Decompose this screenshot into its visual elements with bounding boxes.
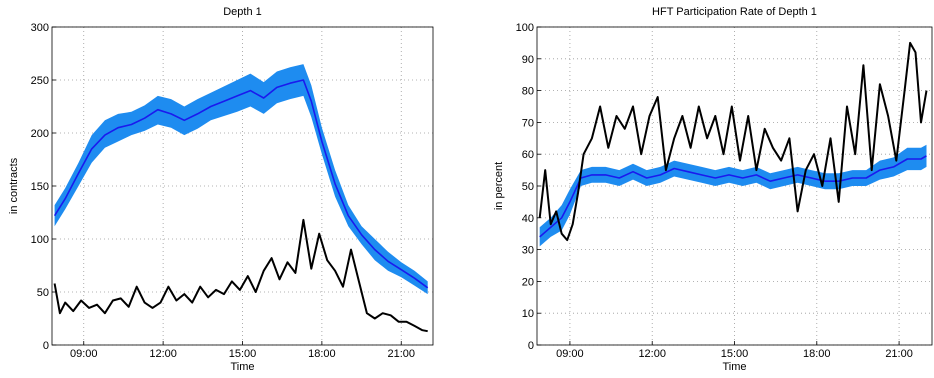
chart-depth-1: 09:00 12:00 15:00 18:00 21:00 0 50 100 150 200 250… [8, 6, 434, 373]
y-tick-label: 100 [516, 22, 534, 34]
x-tick-label: 18:00 [308, 348, 336, 360]
black-series-line [538, 41, 928, 242]
y-tick-label: 300 [31, 22, 49, 34]
x-tick-label: 09:00 [70, 348, 98, 360]
plot-frame [536, 26, 933, 346]
y-tick-label: 150 [31, 181, 49, 193]
y-tick-label: 80 [522, 86, 534, 98]
x-tick-label: 21:00 [885, 348, 913, 360]
y-tick-label: 0 [528, 340, 534, 352]
chart-title: Depth 1 [223, 6, 262, 18]
x-tick-label: 15:00 [229, 348, 257, 360]
x-tick-label: 15:00 [721, 348, 749, 360]
x-axis-label: Time [230, 361, 254, 373]
y-axis-label: in contracts [8, 157, 20, 214]
x-tick-label: 18:00 [803, 348, 831, 360]
y-tick-label: 90 [522, 54, 534, 66]
x-axis-label: Time [722, 361, 746, 373]
x-tick-label: 21:00 [387, 348, 415, 360]
y-tick-label: 200 [31, 128, 49, 140]
x-tick-label: 12:00 [638, 348, 666, 360]
y-tick-label: 50 [37, 287, 49, 299]
y-tick-label: 40 [522, 213, 534, 225]
x-tick-label: 09:00 [556, 348, 584, 360]
confidence-band [54, 64, 428, 295]
chart-title: HFT Participation Rate of Depth 1 [652, 6, 817, 18]
y-tick-label: 20 [522, 276, 534, 288]
mean-series-line [539, 155, 927, 238]
y-axis-label: in percent [493, 162, 505, 210]
y-tick-label: 30 [522, 245, 534, 257]
y-tick-label: 60 [522, 149, 534, 161]
y-tick-label: 50 [522, 181, 534, 193]
y-tick-label: 250 [31, 75, 49, 87]
confidence-band [539, 144, 927, 247]
y-tick-label: 100 [31, 234, 49, 246]
chart-hft-participation: 09:00 12:00 15:00 18:00 21:00 0 10 20 30 40 50 60 70… [493, 6, 933, 373]
y-tick-label: 10 [522, 308, 534, 320]
plot-frame [51, 26, 434, 346]
mean-series-line [53, 79, 429, 289]
x-tick-label: 12:00 [149, 348, 177, 360]
y-tick-label: 70 [522, 117, 534, 129]
black-series-line [53, 218, 428, 333]
y-tick-label: 0 [43, 340, 49, 352]
